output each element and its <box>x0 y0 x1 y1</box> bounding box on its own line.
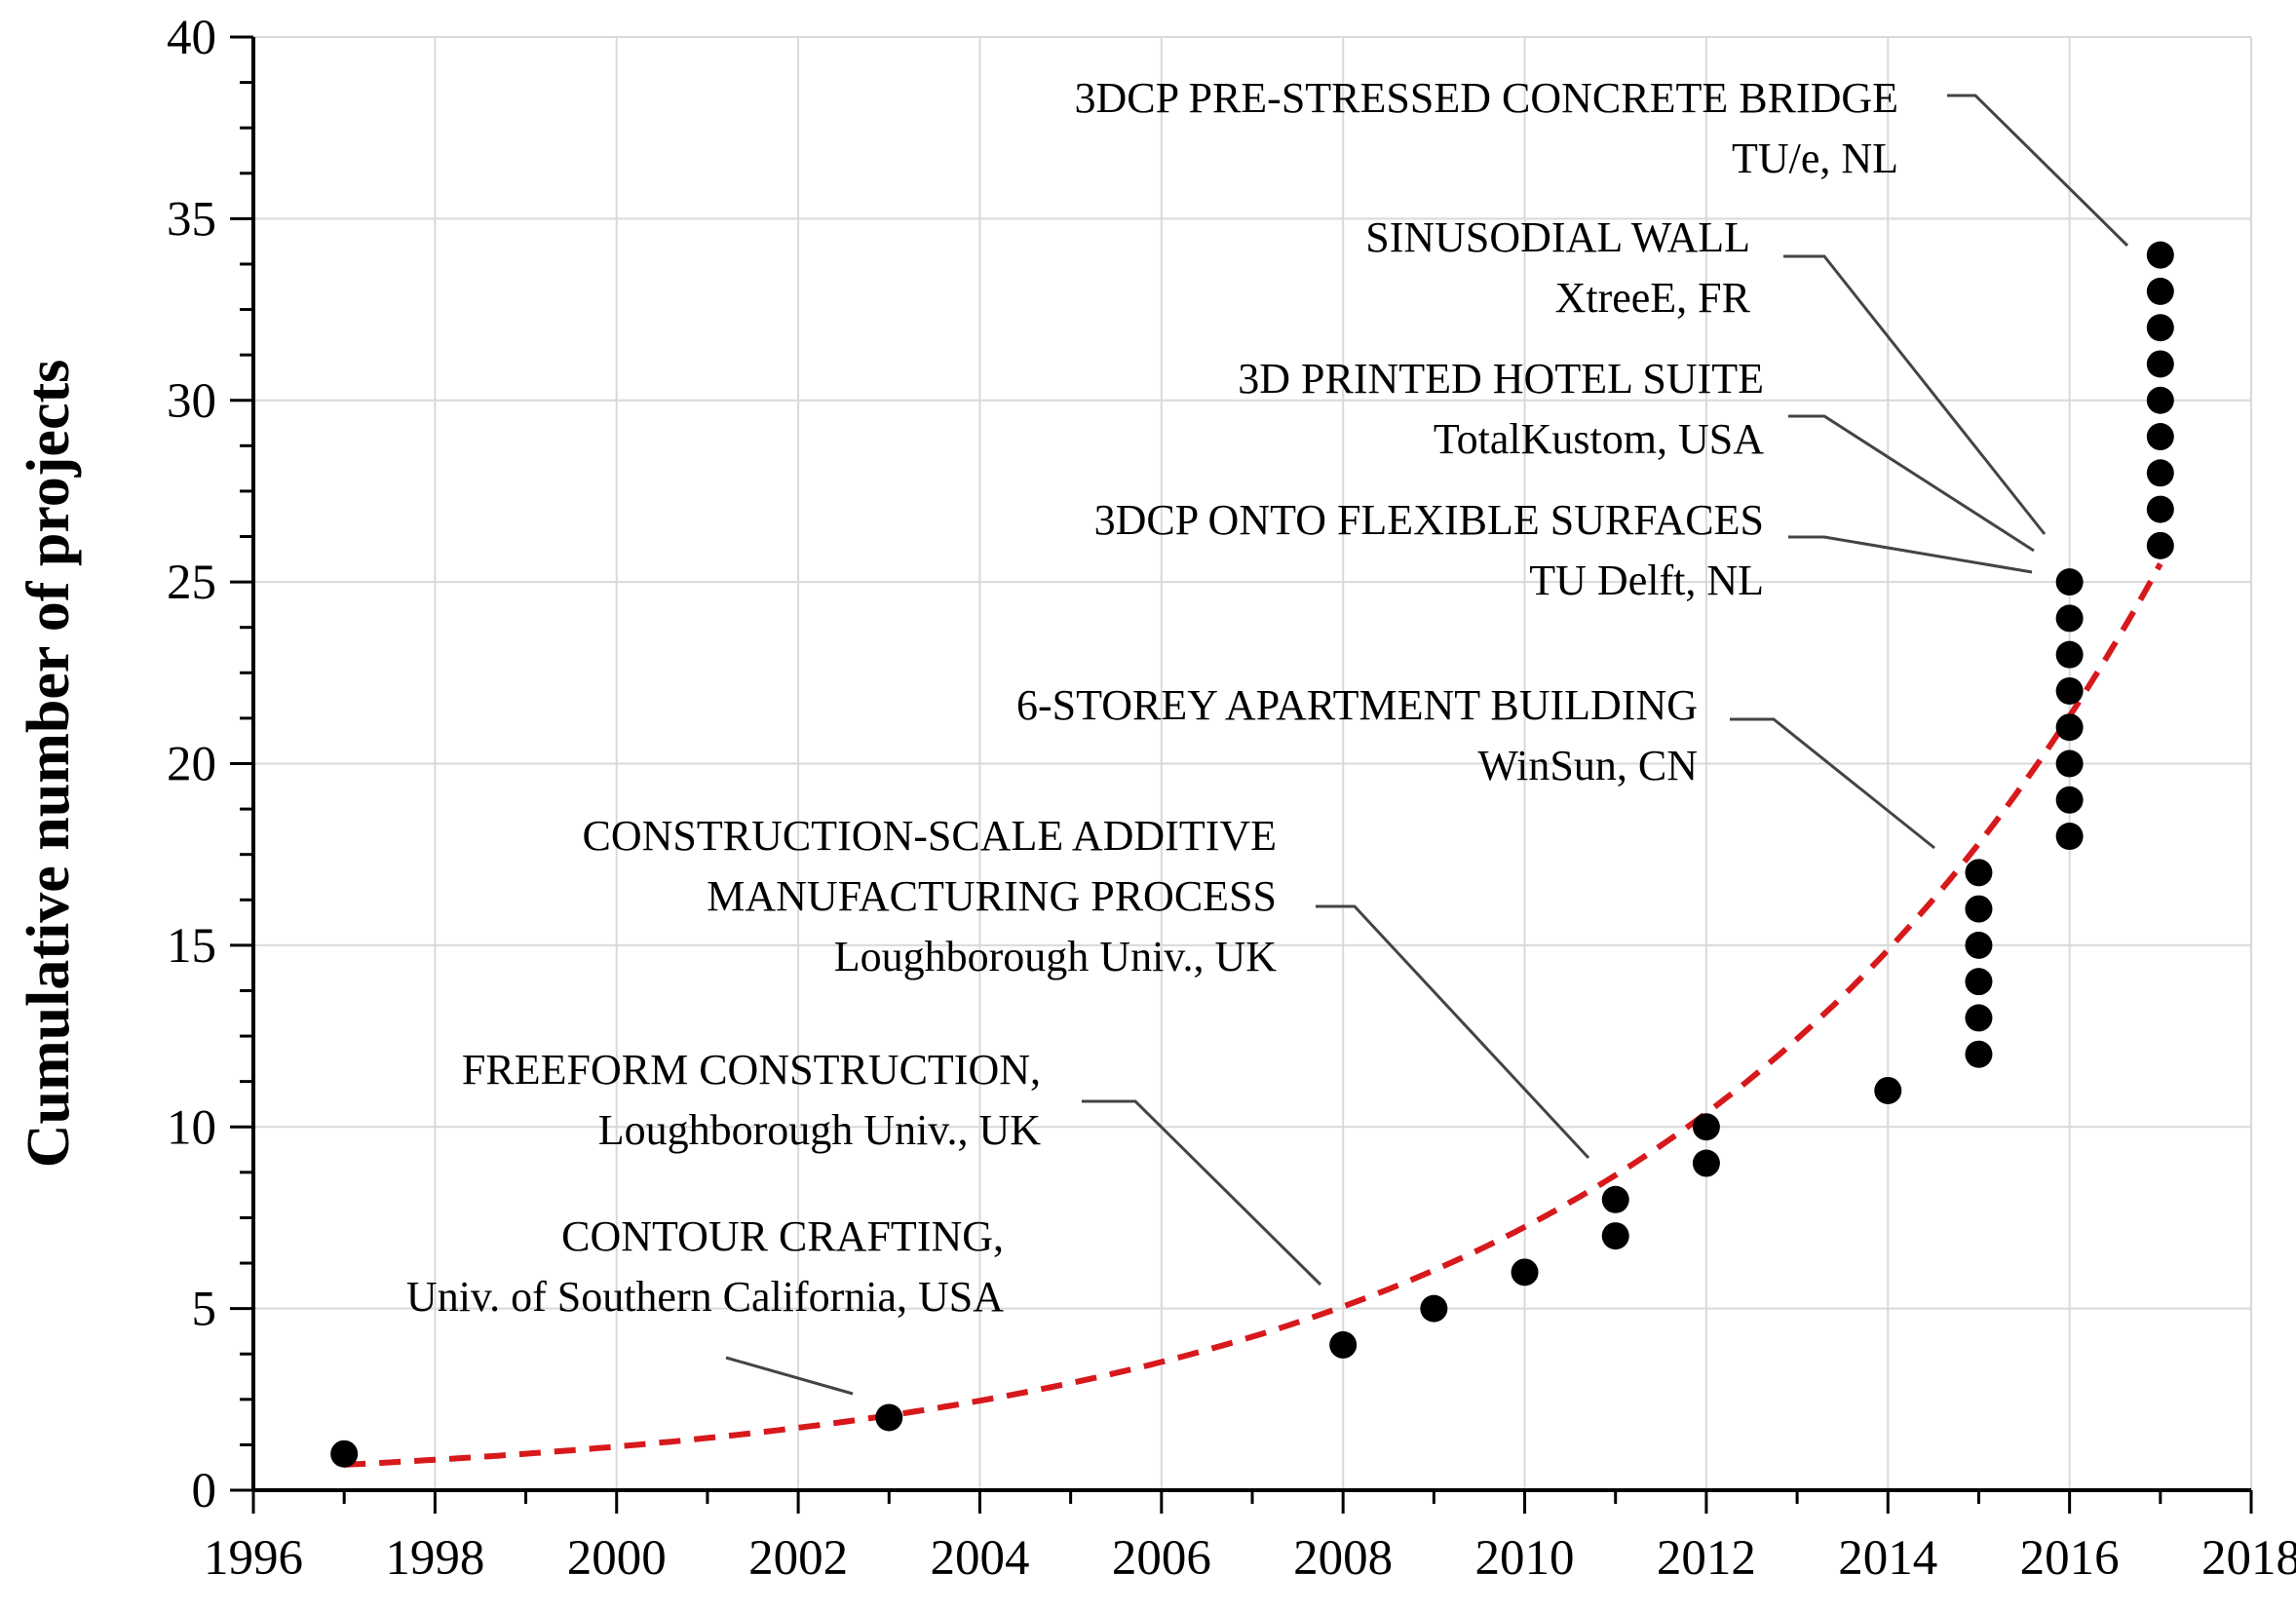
x-tick-label-2014: 2014 <box>1838 1531 1937 1586</box>
annotation-leader-line <box>1788 535 2033 574</box>
annotation-label: MANUFACTURING PROCESS <box>707 872 1277 920</box>
x-tick-label-2004: 2004 <box>930 1531 1029 1586</box>
y-tick-label-30: 30 <box>167 374 216 429</box>
annotation-leader-line <box>725 1356 854 1396</box>
data-point <box>2055 676 2084 705</box>
annotation-label: Univ. of Southern California, USA <box>406 1273 1004 1321</box>
y-tick-label-15: 15 <box>167 919 216 974</box>
annotation-label: TU/e, NL <box>1732 134 1898 182</box>
data-point <box>1601 1185 1629 1213</box>
annotation-leader-line <box>1783 254 2047 535</box>
x-tick-label-2006: 2006 <box>1112 1531 1211 1586</box>
y-tick-label-10: 10 <box>167 1100 216 1155</box>
y-axis-label: Cumulative number of projects <box>16 360 82 1169</box>
annotation-label: XtreeE, FR <box>1555 274 1751 322</box>
data-point <box>1965 859 1993 887</box>
data-point <box>2055 640 2084 669</box>
annotation-label: TotalKustom, USA <box>1434 415 1764 463</box>
data-point <box>2055 786 2084 814</box>
x-tick-label-2008: 2008 <box>1293 1531 1393 1586</box>
grid <box>253 36 2252 1490</box>
data-point <box>2146 386 2174 414</box>
data-point <box>2055 568 2084 596</box>
annotation-label: FREEFORM CONSTRUCTION, <box>462 1046 1041 1094</box>
data-point <box>1601 1222 1629 1250</box>
data-point <box>2146 531 2174 559</box>
data-point <box>1965 931 1993 959</box>
data-point <box>1329 1330 1358 1359</box>
y-tick-label-35: 35 <box>167 192 216 247</box>
y-tick-label-20: 20 <box>167 738 216 792</box>
data-point <box>2055 713 2084 742</box>
data-point <box>1511 1258 1539 1287</box>
annotation-label: 3DCP ONTO FLEXIBLE SURFACES <box>1094 496 1764 544</box>
data-point <box>1420 1294 1448 1323</box>
annotation-label: 6-STOREY APARTMENT BUILDING <box>1016 681 1698 729</box>
data-point <box>2055 604 2084 633</box>
annotations: CONTOUR CRAFTING, Univ. of Southern Calif… <box>406 74 1898 1321</box>
data-points <box>330 241 2174 1468</box>
annotation-label: 3DCP PRE-STRESSED CONCRETE BRIDGE <box>1075 74 1898 122</box>
data-point <box>1965 968 1993 996</box>
annotation-label: Loughborough Univ., UK <box>598 1106 1041 1154</box>
data-point <box>1874 1076 1902 1104</box>
x-tick-label-2002: 2002 <box>748 1531 848 1586</box>
annotation-label: WinSun, CN <box>1477 742 1698 789</box>
annotation-leader-line <box>1947 94 2129 248</box>
annotation-label: SINUSODIAL WALL <box>1365 213 1750 261</box>
y-tick-label-5: 5 <box>192 1283 217 1337</box>
trendline <box>344 562 2163 1468</box>
x-tick-label-1998: 1998 <box>385 1531 484 1586</box>
y-tick-label-25: 25 <box>167 556 216 610</box>
tick-labels: 0 5 10 15 20 25 30 35 40 1996 1998 2000 2002 2004 2006… <box>167 11 2296 1586</box>
annotation-label: 3D PRINTED HOTEL SUITE <box>1238 355 1764 403</box>
data-point <box>330 1440 359 1468</box>
x-tick-label-2018: 2018 <box>2201 1531 2296 1586</box>
axes <box>230 35 2253 1514</box>
data-point <box>2146 314 2174 342</box>
annotation-label: CONSTRUCTION-SCALE ADDITIVE <box>582 812 1277 860</box>
x-tick-label-2010: 2010 <box>1475 1531 1575 1586</box>
data-point <box>2146 423 2174 451</box>
annotation-leader-line <box>1316 904 1590 1160</box>
annotation-label: Loughborough Univ., UK <box>834 933 1277 980</box>
data-point <box>2146 277 2174 305</box>
x-tick-label-1996: 1996 <box>204 1531 303 1586</box>
annotation-leaders <box>725 94 2129 1396</box>
x-tick-label-2000: 2000 <box>567 1531 667 1586</box>
x-tick-label-2016: 2016 <box>2020 1531 2120 1586</box>
y-tick-label-0: 0 <box>192 1464 217 1518</box>
x-tick-label-2012: 2012 <box>1657 1531 1756 1586</box>
data-point <box>2055 823 2084 851</box>
data-point <box>1965 1004 1993 1032</box>
data-point <box>875 1403 903 1432</box>
annotation-label: CONTOUR CRAFTING, <box>561 1212 1004 1260</box>
annotation-leader-line <box>1788 414 2035 553</box>
data-point <box>2146 350 2174 378</box>
annotation-leader-line <box>1730 717 1935 850</box>
data-point <box>1965 895 1993 923</box>
data-point <box>2146 241 2174 269</box>
data-point <box>1692 1113 1720 1141</box>
annotation-label: TU Delft, NL <box>1529 557 1764 604</box>
data-point <box>2055 749 2084 778</box>
y-tick-label-40: 40 <box>167 11 216 65</box>
data-point <box>2146 459 2174 487</box>
trendline-group <box>344 562 2163 1468</box>
annotation-leader-line <box>1082 1099 1322 1287</box>
data-point <box>2146 495 2174 523</box>
data-point <box>1965 1040 1993 1068</box>
data-point <box>1692 1149 1720 1177</box>
